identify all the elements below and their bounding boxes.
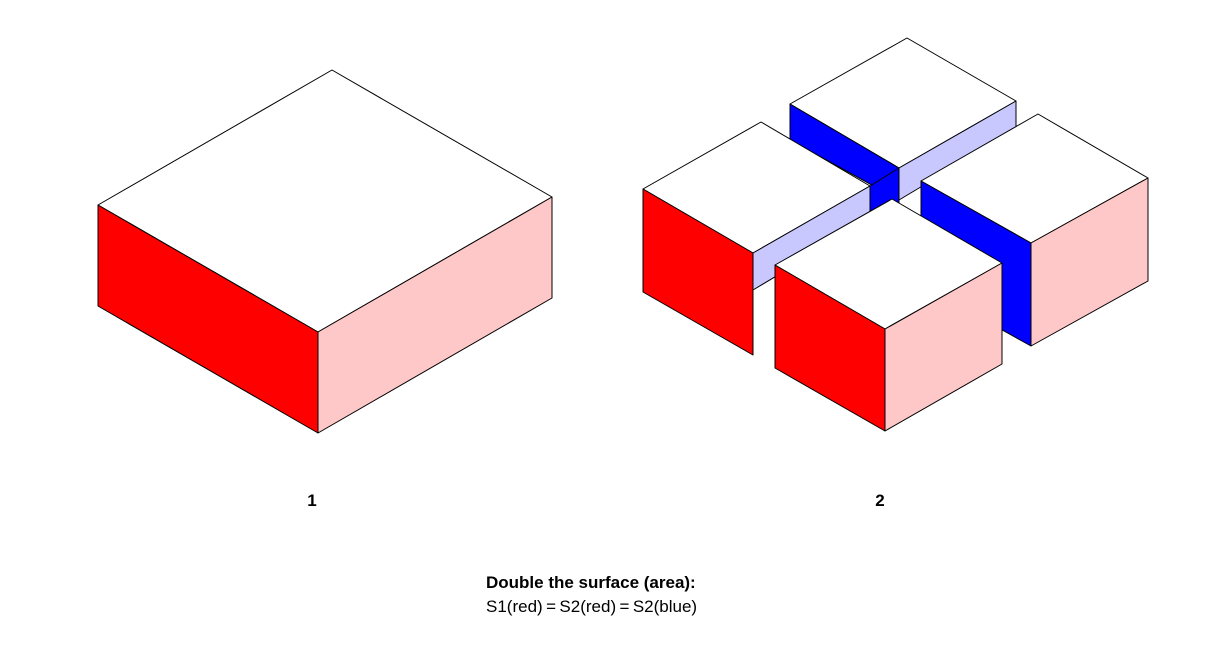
caption-equation: S1(red) = S2(red) = S2(blue)	[486, 597, 697, 616]
cube-front	[774, 198, 1003, 432]
caption-title: Double the surface (area):	[486, 573, 696, 592]
cube-right-right-face-pink	[1030, 177, 1149, 347]
cube-left-front-face-red	[642, 188, 754, 356]
figure-2-label: 2	[875, 491, 884, 510]
large-box-right-face	[317, 196, 553, 434]
figure-2-four-cubes	[642, 37, 1149, 432]
figure-1-large-box	[97, 69, 553, 434]
figure-1-label: 1	[307, 491, 316, 510]
cube-back	[789, 37, 1017, 201]
cube-front-right-face-pink	[884, 262, 1003, 432]
